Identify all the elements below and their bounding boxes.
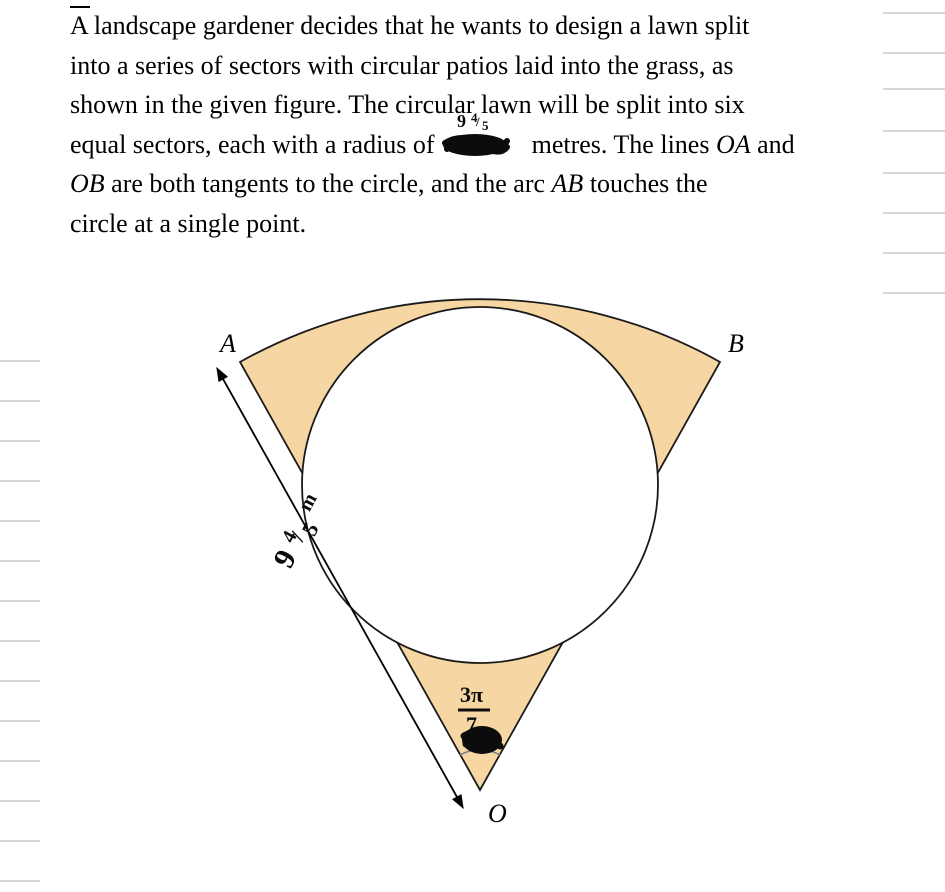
hand-radius-9: 9 (457, 111, 466, 131)
ruled-line (883, 212, 945, 214)
para-line-1: A landscape gardener decides that he wan… (70, 6, 885, 46)
para-line-5a: are both tangents to the circle, and the… (111, 169, 545, 198)
italic-OA: OA (716, 130, 751, 159)
para-line-6: circle at a single point. (70, 204, 885, 244)
scribbled-radius: 9 4 / 5 (441, 133, 525, 161)
ruled-line (0, 400, 40, 402)
ruled-line (883, 292, 945, 294)
ruled-line (0, 600, 40, 602)
para-line-4c: and (757, 130, 795, 159)
ruled-lines-right (883, 0, 945, 320)
label-A: A (218, 329, 236, 358)
para-line-5b: touches the (590, 169, 708, 198)
para-line-2: into a series of sectors with circular p… (70, 46, 885, 86)
ruled-line (0, 800, 40, 802)
ruled-line (0, 640, 40, 642)
sector-figure: A B O 9 4 / 5 m 3π 7 (160, 290, 800, 850)
para-line-4a: equal sectors, each with a radius of (70, 130, 435, 159)
svg-text:9: 9 (267, 545, 303, 574)
label-O: O (488, 799, 507, 828)
ruled-line (883, 12, 945, 14)
label-B: B (728, 329, 744, 358)
para-line-5: OB are both tangents to the circle, and … (70, 164, 885, 204)
ruled-line (0, 680, 40, 682)
svg-text:3π: 3π (460, 682, 483, 707)
para-line-4: equal sectors, each with a radius of 9 4… (70, 125, 885, 165)
ruled-line (0, 840, 40, 842)
ruled-line (883, 252, 945, 254)
page: A landscape gardener decides that he wan… (0, 0, 945, 892)
ruled-line (0, 480, 40, 482)
italic-OB: OB (70, 169, 105, 198)
ruled-line (0, 440, 40, 442)
ruled-line (0, 360, 40, 362)
ruled-line (883, 52, 945, 54)
hand-radius-slash: / (475, 114, 480, 129)
hand-radius-5: 5 (482, 118, 489, 133)
ruled-line (0, 560, 40, 562)
ruled-line (883, 130, 945, 132)
ruled-line (0, 880, 40, 882)
patio-circle (302, 307, 658, 663)
para-line-4b: metres. The lines (532, 130, 710, 159)
problem-paragraph: A landscape gardener decides that he wan… (70, 6, 885, 243)
italic-AB: AB (552, 169, 584, 198)
ruled-line (0, 520, 40, 522)
ruled-lines-left (0, 360, 40, 892)
ruled-line (0, 760, 40, 762)
ruled-line (883, 88, 945, 90)
ruled-line (883, 172, 945, 174)
ruled-line (0, 720, 40, 722)
